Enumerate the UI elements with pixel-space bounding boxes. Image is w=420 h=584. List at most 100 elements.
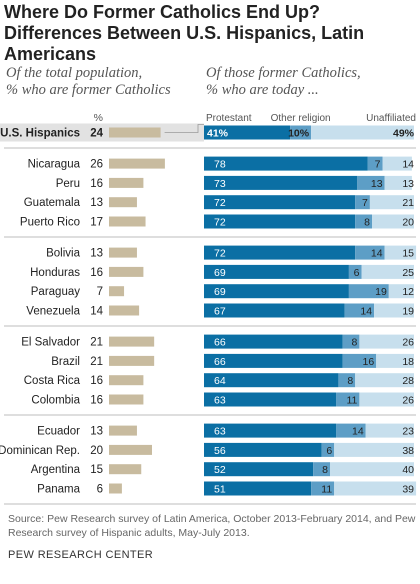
segment-protestant (204, 245, 356, 260)
segment-other-religion (311, 481, 335, 496)
data-label-other-religion: 8 (347, 375, 353, 387)
former-catholic-bar (109, 216, 146, 227)
former-catholic-bar (109, 483, 122, 494)
former-catholic-bar (109, 394, 144, 405)
left-panel-subtitle: Of the total population, % who are forme… (6, 65, 171, 99)
category-label: U.S. Hispanics (0, 128, 80, 140)
segment-protestant (204, 264, 349, 279)
data-label-other-religion: 6 (354, 267, 360, 279)
data-label-unaffiliated: 38 (402, 445, 414, 457)
segment-protestant (204, 481, 312, 496)
segment-unaffiliated (384, 245, 417, 260)
segment-unaffiliated (361, 264, 414, 279)
segment-unaffiliated (334, 442, 414, 457)
data-label-unaffiliated: 12 (402, 286, 414, 298)
data-label-protestant: 69 (214, 286, 226, 298)
former-catholic-value: 17 (90, 217, 103, 229)
chart-title-line-1: Where Do Former Catholics End Up? (4, 2, 321, 22)
segment-other-religion (344, 303, 375, 318)
category-label: Peru (56, 178, 80, 190)
left-subtitle-line-1: Of the total population, (6, 65, 143, 81)
segment-unaffiliated (374, 303, 414, 318)
category-label: Argentina (31, 464, 81, 476)
former-catholic-bar (109, 444, 152, 455)
data-label-unaffiliated: 15 (402, 248, 414, 260)
right-subtitle-line-1: Of those former Catholics, (206, 65, 361, 81)
former-catholic-value: 24 (90, 128, 103, 140)
former-catholic-value: 16 (90, 375, 103, 387)
segment-unaffiliated (311, 125, 414, 140)
data-label-protestant: 72 (214, 197, 226, 209)
data-label-protestant: 72 (214, 248, 226, 260)
data-label-unaffiliated: 39 (402, 484, 414, 496)
data-label-unaffiliated: 26 (402, 337, 414, 349)
data-label-unaffiliated: 21 (402, 197, 414, 209)
segment-other-religion (321, 442, 335, 457)
former-catholic-bar (109, 127, 161, 138)
category-label: Guatemala (24, 197, 81, 209)
former-catholic-value: 21 (90, 337, 103, 349)
former-catholic-value: 26 (90, 159, 103, 171)
former-catholic-value: 21 (90, 356, 103, 368)
chart-title: Where Do Former Catholics End Up? Differ… (4, 2, 418, 65)
segment-protestant (204, 125, 291, 140)
data-label-other-religion: 7 (362, 197, 368, 209)
segment-unaffiliated (376, 353, 414, 368)
segment-unaffiliated (388, 284, 414, 299)
data-label-unaffiliated: 14 (402, 159, 414, 171)
segment-unaffiliated (365, 423, 414, 438)
legend-label-2: Unaffiliated (366, 113, 416, 124)
segment-unaffiliated (359, 334, 414, 349)
former-catholic-bar (109, 425, 137, 436)
data-label-other-religion: 16 (363, 356, 375, 368)
data-label-other-religion: 6 (326, 445, 332, 457)
segment-unaffiliated (359, 392, 414, 407)
former-catholic-value: 16 (90, 395, 103, 407)
former-catholic-bar (109, 464, 142, 475)
data-label-other-religion: 14 (352, 426, 364, 438)
right-subtitle-line-2: % who are today ... (206, 82, 319, 98)
data-label-protestant: 73 (214, 178, 226, 190)
segment-other-religion (348, 264, 362, 279)
segment-protestant (204, 214, 356, 229)
source-note: Source: Pew Research survey of Latin Ame… (8, 513, 416, 539)
former-catholic-value: 16 (90, 267, 103, 279)
data-label-unaffiliated: 28 (402, 375, 414, 387)
segment-unaffiliated (369, 195, 414, 210)
former-catholic-bar (109, 286, 125, 297)
category-label: Costa Rica (24, 375, 81, 387)
left-subtitle-line-2: % who are former Catholics (6, 82, 171, 98)
segment-protestant (204, 334, 343, 349)
former-catholic-bar (109, 355, 155, 366)
chart-area: % Protestant Other religion Unaffiliated U.S… (0, 112, 417, 505)
segment-protestant (204, 442, 322, 457)
data-label-unaffiliated: 13 (402, 178, 414, 190)
category-label: Puerto Rico (20, 217, 80, 229)
chart-title-line-2: Differences Between U.S. Hispanics, Lati… (4, 23, 365, 64)
category-label: Ecuador (37, 426, 80, 438)
category-label: Panama (37, 484, 80, 496)
segment-unaffiliated (372, 214, 414, 229)
right-panel-subtitle: Of those former Catholics, % who are tod… (206, 65, 361, 99)
data-label-protestant: 64 (214, 375, 226, 387)
former-catholic-value: 13 (90, 248, 103, 260)
data-label-other-religion: 14 (360, 306, 372, 318)
segment-other-religion (342, 353, 377, 368)
segment-unaffiliated (334, 481, 417, 496)
segment-other-religion (355, 195, 370, 210)
data-label-other-religion: 14 (371, 248, 383, 260)
data-label-protestant: 56 (214, 445, 226, 457)
former-catholic-bar (109, 158, 165, 169)
data-label-unaffiliated: 25 (402, 267, 414, 279)
segment-unaffiliated (382, 156, 412, 171)
former-catholic-bar (109, 375, 144, 386)
category-label: Brazil (51, 356, 80, 368)
segment-unaffiliated (355, 373, 414, 388)
data-label-unaffiliated: 23 (402, 426, 414, 438)
data-label-protestant: 66 (214, 337, 226, 349)
segment-protestant (204, 373, 339, 388)
segment-unaffiliated (330, 462, 414, 477)
former-catholic-value: 13 (90, 426, 103, 438)
former-catholic-bar (109, 336, 155, 347)
category-label: Honduras (30, 267, 80, 279)
